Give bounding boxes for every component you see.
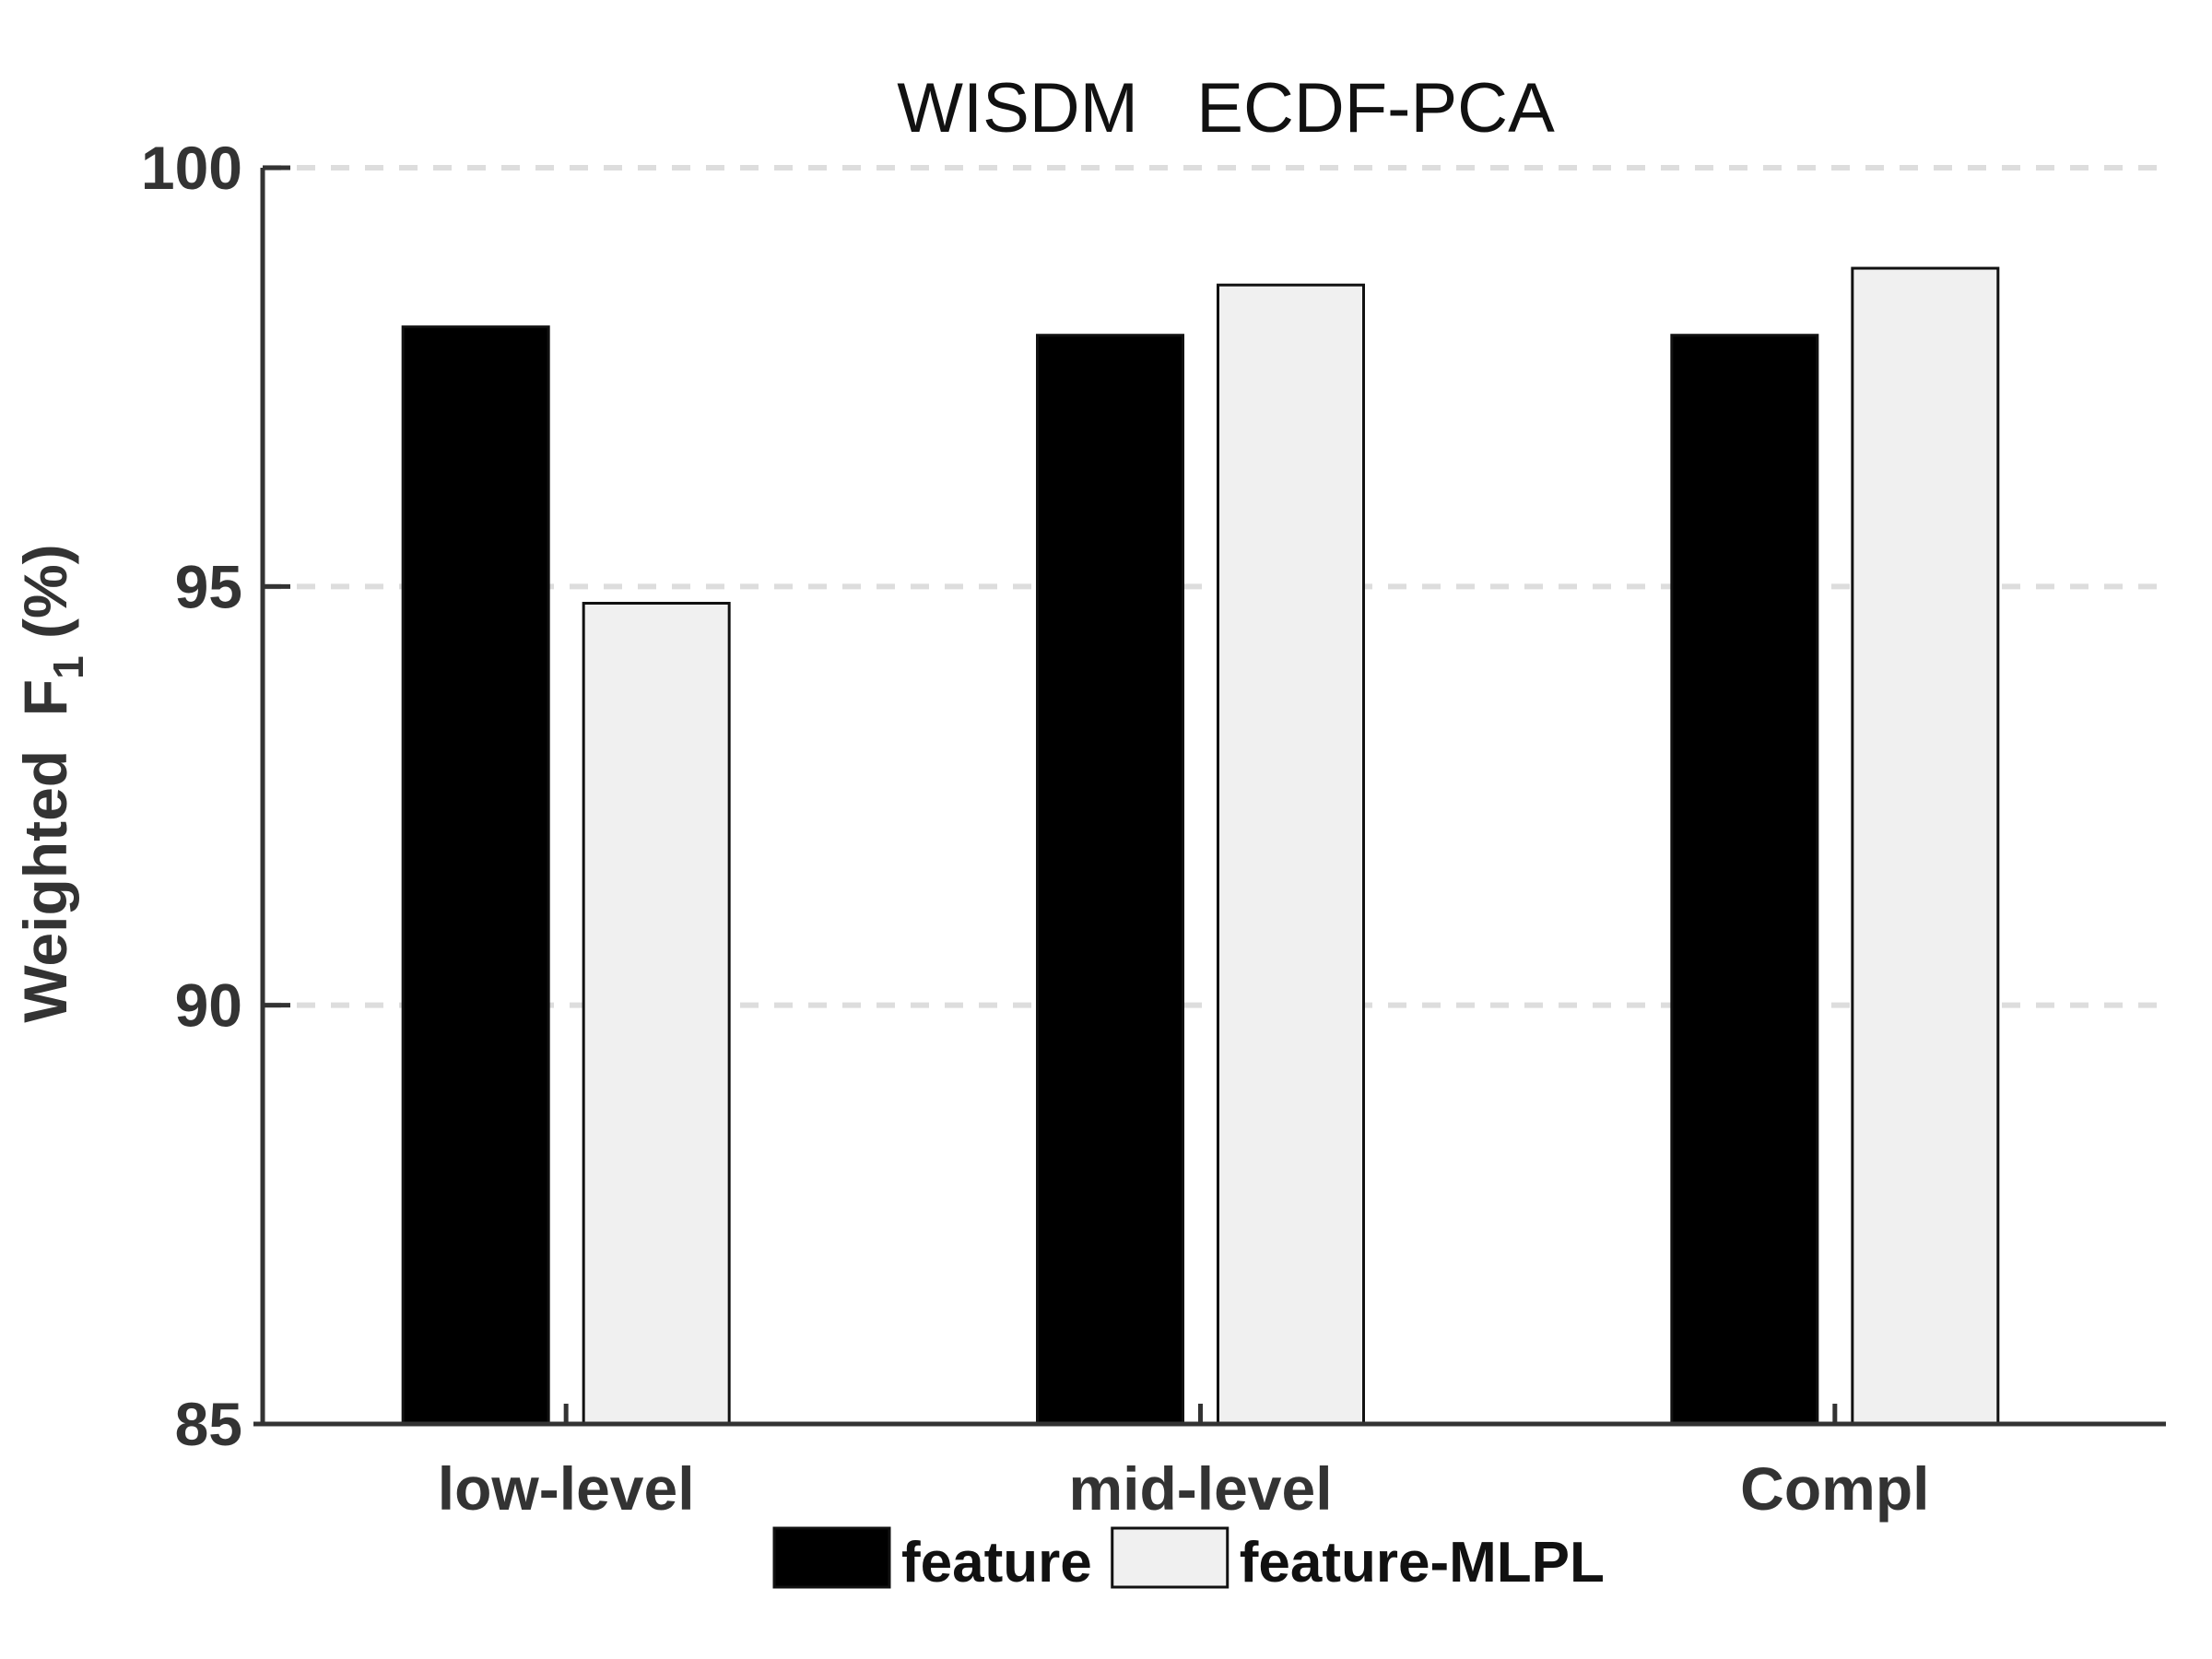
x-category-labels: low-level mid-level Compl	[438, 1454, 1930, 1523]
x-tick-label-low-level: low-level	[438, 1454, 695, 1523]
bar-Compl-feature-MLPL	[1851, 266, 2000, 1426]
bar-mid-level-feature	[1036, 334, 1184, 1426]
legend-label-feature-MLPL: feature-MLPL	[1240, 1531, 1605, 1594]
y-tick-label-95: 95	[175, 552, 242, 620]
chart-title: WISDM ECDF-PCA	[897, 69, 1555, 147]
legend-swatch-feature-MLPL	[1111, 1526, 1230, 1589]
y-tick-label-85: 85	[175, 1390, 242, 1458]
bar-low-level-feature-MLPL	[582, 602, 731, 1426]
y-axis-label-suffix: (%)	[11, 544, 79, 655]
y-axis-label: Weighted F1 (%)	[11, 544, 92, 1022]
y-axis-label-subscript: 1	[44, 655, 92, 679]
legend-label-feature: feature	[901, 1531, 1092, 1594]
x-tick-label-mid-level: mid-level	[1068, 1454, 1332, 1523]
bars	[401, 266, 2000, 1426]
y-axis-label-main: Weighted F	[11, 679, 79, 1023]
x-tick-label-Compl: Compl	[1740, 1454, 1929, 1523]
y-tick-label-90: 90	[175, 971, 242, 1040]
bar-Compl-feature	[1670, 334, 1819, 1426]
legend: feature feature-MLPL	[772, 1526, 1605, 1594]
grid-lines	[263, 165, 2166, 1008]
y-tick-label-100: 100	[141, 134, 242, 202]
bar-low-level-feature	[401, 325, 550, 1426]
axes	[253, 165, 2166, 1427]
bar-mid-level-feature-MLPL	[1217, 283, 1365, 1426]
legend-swatch-feature	[772, 1526, 891, 1589]
y-tick-labels: 85 90 95 100	[141, 134, 242, 1458]
